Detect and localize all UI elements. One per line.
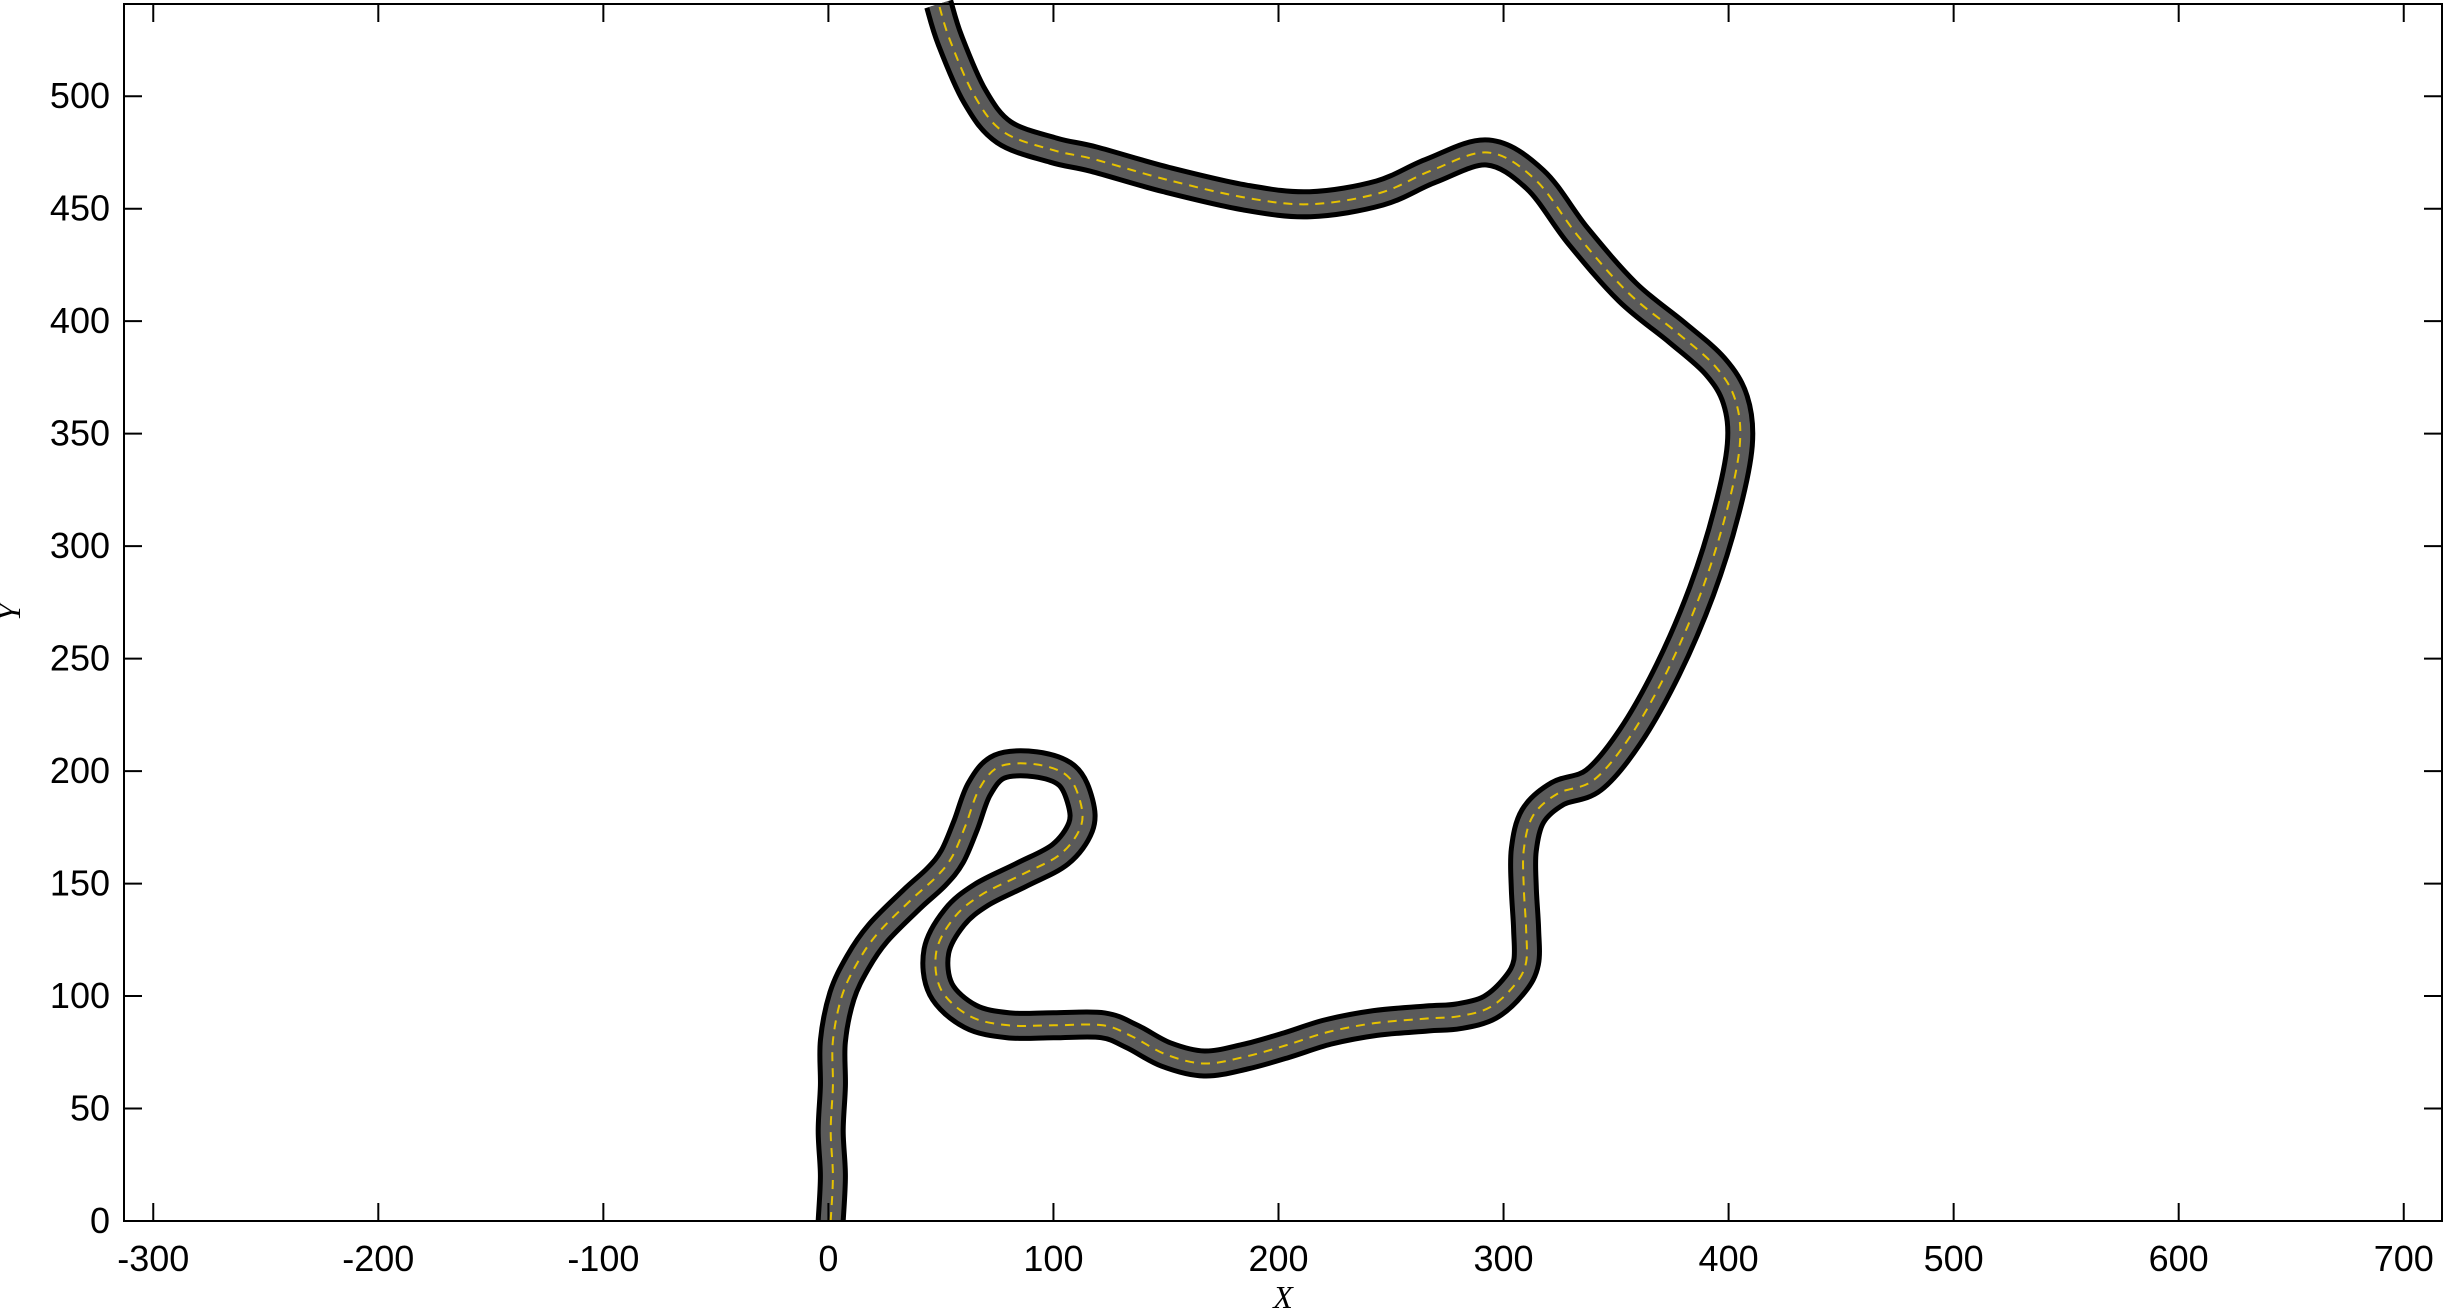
x-tick-label: 700 [2374,1238,2434,1279]
y-tick-label: 250 [50,638,110,679]
road-layer [831,4,1741,1221]
x-tick-label: -300 [117,1238,189,1279]
x-axis-label: X [1271,1279,1294,1313]
x-tick-label: 100 [1023,1238,1083,1279]
y-tick-label: 200 [50,750,110,791]
x-tick-label: -200 [342,1238,414,1279]
y-axis-label: Y [0,600,27,621]
x-tick-label: 400 [1699,1238,1759,1279]
x-tick-label: 500 [1924,1238,1984,1279]
y-tick-label: 150 [50,863,110,904]
y-tick-label: 50 [70,1088,110,1129]
y-tick-label: 350 [50,413,110,454]
x-tick-label: 600 [2149,1238,2209,1279]
y-tick-label: 0 [90,1200,110,1241]
y-tick-label: 100 [50,975,110,1016]
y-tick-label: 400 [50,300,110,341]
x-tick-label: 300 [1474,1238,1534,1279]
y-tick-label: 300 [50,525,110,566]
y-tick-label: 450 [50,188,110,229]
y-tick-label: 500 [50,75,110,116]
x-tick-label: 0 [818,1238,838,1279]
road-surface [831,4,1741,1221]
x-tick-label: 200 [1248,1238,1308,1279]
x-tick-label: -100 [567,1238,639,1279]
